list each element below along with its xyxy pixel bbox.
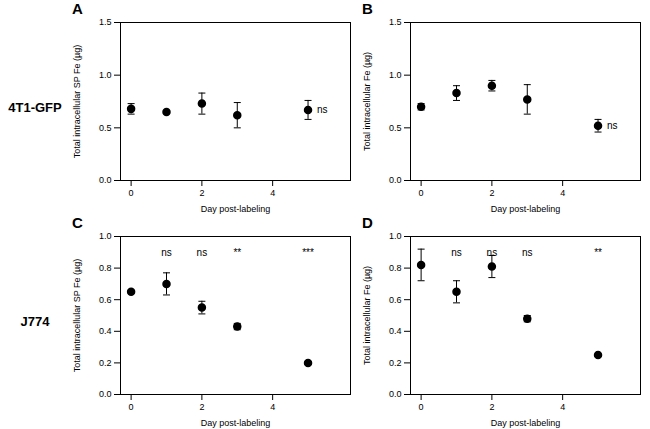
html-text:D: D	[362, 214, 373, 231]
svg-text:0.0: 0.0	[99, 389, 112, 399]
svg-text:0: 0	[129, 402, 134, 412]
svg-text:1.0: 1.0	[99, 70, 112, 80]
html-text:B: B	[362, 0, 373, 17]
svg-text:0.6: 0.6	[389, 295, 402, 305]
svg-text:2: 2	[199, 402, 204, 412]
svg-text:Day post-labeling: Day post-labeling	[491, 418, 561, 428]
svg-text:ns: ns	[451, 247, 462, 258]
svg-text:0.5: 0.5	[99, 123, 112, 133]
svg-text:2: 2	[489, 402, 494, 412]
svg-text:0.6: 0.6	[99, 295, 112, 305]
svg-text:ns: ns	[522, 247, 533, 258]
html-text:A: A	[72, 0, 83, 17]
svg-text:0: 0	[419, 402, 424, 412]
svg-text:Day post-labeling: Day post-labeling	[491, 204, 561, 214]
svg-text:4: 4	[270, 402, 275, 412]
svg-text:0.2: 0.2	[389, 358, 402, 368]
svg-text:0.4: 0.4	[99, 326, 112, 336]
html-text:J774: J774	[20, 313, 50, 329]
svg-text:0: 0	[419, 188, 424, 198]
svg-text:0: 0	[129, 188, 134, 198]
svg-text:4: 4	[270, 188, 275, 198]
svg-text:1.0: 1.0	[389, 70, 402, 80]
svg-text:Total intracellular Fe (µg): Total intracellular Fe (µg)	[362, 52, 372, 151]
svg-text:4: 4	[560, 402, 565, 412]
svg-text:1.0: 1.0	[99, 231, 112, 241]
svg-text:0.0: 0.0	[389, 389, 402, 399]
svg-text:0.4: 0.4	[389, 326, 402, 336]
svg-text:0.8: 0.8	[389, 263, 402, 273]
svg-text:2: 2	[199, 188, 204, 198]
svg-text:4: 4	[560, 188, 565, 198]
svg-text:***: ***	[302, 247, 314, 258]
svg-text:1.5: 1.5	[389, 17, 402, 27]
svg-text:0.0: 0.0	[99, 175, 112, 185]
svg-text:0.2: 0.2	[99, 358, 112, 368]
svg-text:Total intracellular SP Fe (µg): Total intracellular SP Fe (µg)	[72, 45, 82, 159]
svg-text:Day post-labeling: Day post-labeling	[201, 204, 271, 214]
svg-text:ns: ns	[161, 247, 172, 258]
svg-text:Day post-labeling: Day post-labeling	[201, 418, 271, 428]
svg-text:1.5: 1.5	[99, 17, 112, 27]
svg-text:0.8: 0.8	[99, 263, 112, 273]
svg-text:0.0: 0.0	[389, 175, 402, 185]
svg-text:Total intracellular SP Fe (µg): Total intracellular SP Fe (µg)	[72, 259, 82, 373]
svg-text:ns: ns	[487, 247, 498, 258]
svg-text:2: 2	[489, 188, 494, 198]
svg-text:**: **	[594, 247, 602, 258]
svg-text:Total intracellular Fe (µg): Total intracellular Fe (µg)	[362, 266, 372, 365]
svg-text:ns: ns	[317, 104, 328, 115]
html-text:C: C	[72, 214, 83, 231]
html-text:4T1-GFP: 4T1-GFP	[8, 99, 62, 115]
svg-text:**: **	[233, 247, 241, 258]
svg-text:ns: ns	[607, 120, 618, 131]
svg-text:1.0: 1.0	[389, 231, 402, 241]
svg-text:ns: ns	[197, 247, 208, 258]
svg-text:0.5: 0.5	[389, 123, 402, 133]
